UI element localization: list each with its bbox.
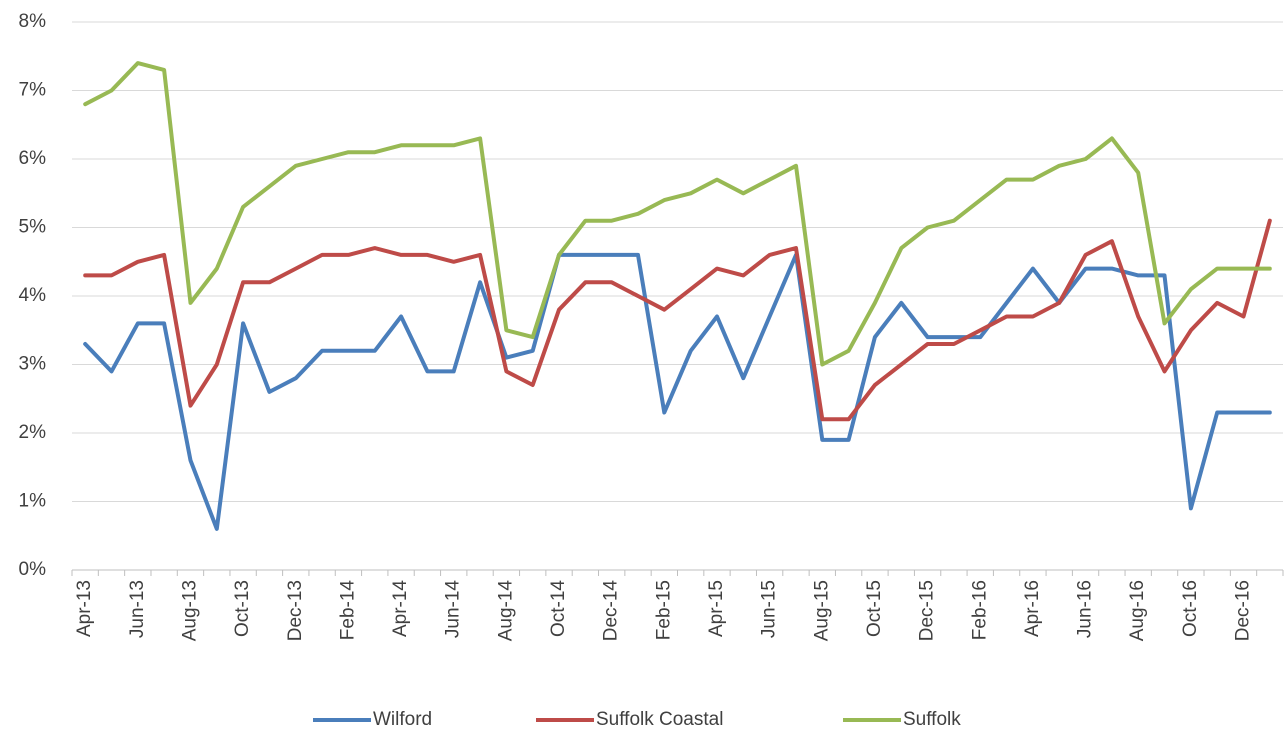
x-tick-label: Jun-13 bbox=[127, 580, 148, 638]
x-tick-label: Apr-14 bbox=[390, 580, 411, 637]
x-tick-label: Jun-15 bbox=[759, 580, 780, 638]
y-tick-label: 3% bbox=[19, 354, 47, 375]
x-tick-label: Aug-13 bbox=[179, 580, 200, 641]
x-tick-label: Aug-14 bbox=[495, 580, 516, 642]
y-tick-label: 7% bbox=[19, 80, 47, 101]
x-tick-label: Aug-16 bbox=[1127, 580, 1148, 641]
x-tick-label: Dec-15 bbox=[917, 580, 938, 641]
x-tick-label: Apr-16 bbox=[1022, 580, 1043, 637]
y-tick-label: 0% bbox=[19, 559, 47, 580]
series-line bbox=[83, 218, 1272, 422]
x-tick-label: Oct-13 bbox=[232, 580, 253, 637]
x-tick-label: Apr-13 bbox=[74, 580, 95, 637]
x-tick-label: Dec-16 bbox=[1233, 580, 1254, 641]
x-tick-label: Feb-15 bbox=[653, 580, 674, 640]
x-tick-label: Feb-14 bbox=[337, 580, 358, 641]
legend-label: Wilford bbox=[373, 709, 432, 730]
x-tick-label: Dec-13 bbox=[285, 580, 306, 641]
series-line bbox=[83, 61, 1272, 367]
y-tick-label: 1% bbox=[19, 491, 47, 512]
x-tick-label: Apr-15 bbox=[706, 580, 727, 637]
y-tick-label: 2% bbox=[19, 422, 47, 443]
legend-label: Suffolk Coastal bbox=[596, 709, 723, 730]
x-tick-label: Oct-16 bbox=[1180, 580, 1201, 637]
y-tick-label: 8% bbox=[19, 11, 47, 32]
x-tick-label: Aug-15 bbox=[811, 580, 832, 641]
y-tick-label: 6% bbox=[19, 148, 47, 169]
x-tick-label: Dec-14 bbox=[601, 580, 622, 642]
series-line bbox=[83, 252, 1272, 531]
x-tick-label: Jun-16 bbox=[1075, 580, 1096, 638]
x-tick-label: Feb-16 bbox=[969, 580, 990, 640]
legend-label: Suffolk bbox=[903, 709, 961, 730]
x-tick-label: Jun-14 bbox=[443, 580, 464, 639]
x-tick-label: Oct-14 bbox=[548, 580, 569, 637]
y-tick-label: 4% bbox=[19, 285, 47, 306]
x-tick-label: Oct-15 bbox=[864, 580, 885, 637]
y-tick-label: 5% bbox=[19, 217, 47, 238]
